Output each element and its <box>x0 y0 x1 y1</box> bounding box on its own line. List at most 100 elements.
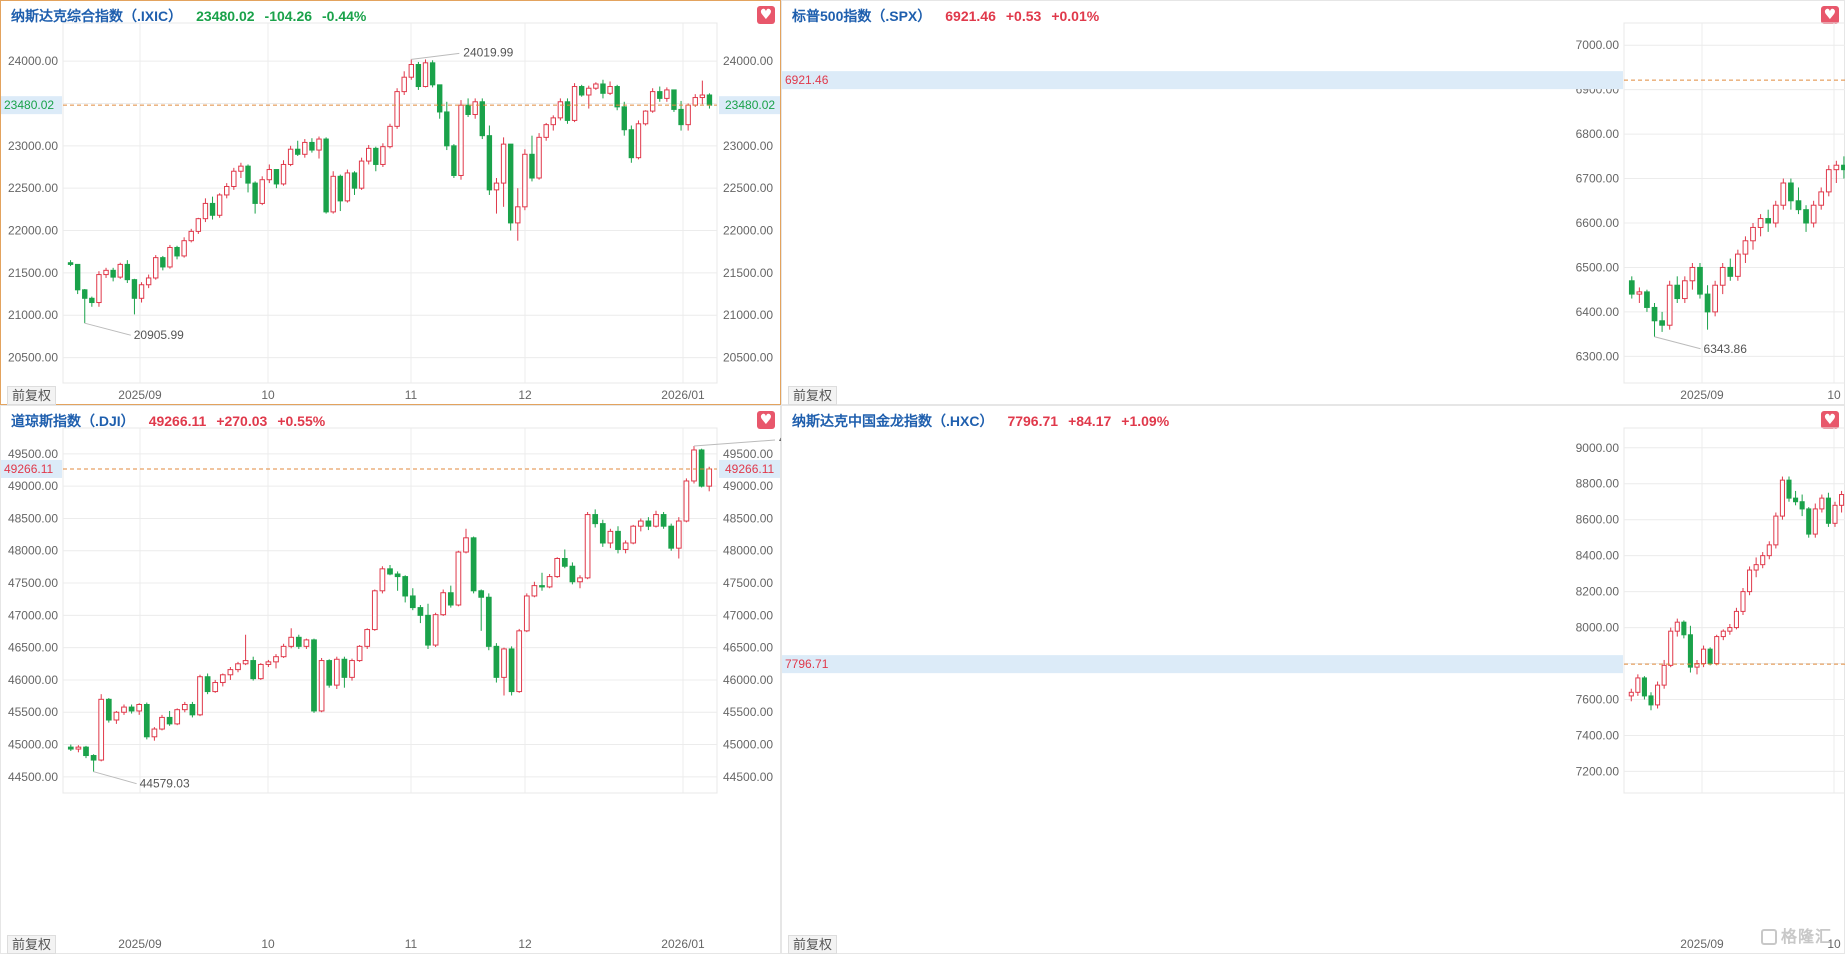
candle-body <box>356 645 363 662</box>
candle-body <box>1819 497 1825 510</box>
y-tick-label-right: 21000.00 <box>723 308 773 322</box>
candle-body <box>136 703 143 712</box>
candle-body <box>280 163 287 185</box>
y-tick-label-left: 8600.00 <box>1576 513 1620 527</box>
adjustment-button[interactable]: 前复权 <box>788 935 838 954</box>
index-price: 23480.02 <box>196 8 255 24</box>
y-tick-label-left: 44500.00 <box>8 770 58 784</box>
candle-body <box>1765 218 1772 224</box>
candle-body <box>1704 293 1711 313</box>
y-tick-label-left: 7600.00 <box>1576 693 1620 707</box>
candle-body <box>564 101 571 121</box>
candle-body <box>295 148 301 155</box>
y-tick-label-left: 23000.00 <box>8 139 58 153</box>
high-annotation-leader <box>693 439 776 447</box>
candlestick-chart[interactable]: 9000.009000.008800.008800.008600.008600.… <box>782 406 1845 955</box>
adjustment-button[interactable]: 前复权 <box>7 935 57 954</box>
candle-body <box>584 514 591 579</box>
candle-body <box>630 525 637 544</box>
y-tick-label-left: 8200.00 <box>1576 585 1620 599</box>
y-tick-label-left: 24000.00 <box>8 54 58 68</box>
y-tick-label-left: 6700.00 <box>1576 172 1620 186</box>
candle-body <box>422 62 429 88</box>
candle-body <box>227 669 234 676</box>
y-tick-label-right: 49500.00 <box>723 447 773 461</box>
index-name: 纳斯达克中国金龙指数（.HXC） <box>792 413 994 429</box>
candle-body <box>1825 169 1832 193</box>
y-tick-label-left: 20500.00 <box>8 351 58 365</box>
favorite-heart-icon[interactable] <box>1821 6 1839 24</box>
candle-body <box>458 104 464 176</box>
candle-body <box>113 711 120 721</box>
candle-body <box>181 240 187 257</box>
candle-body <box>645 520 652 527</box>
candle-body <box>522 153 528 208</box>
candle-body <box>546 576 553 588</box>
favorite-heart-icon[interactable] <box>1821 411 1839 429</box>
candle-body <box>1753 564 1759 571</box>
x-tick-label: 2026/01 <box>661 388 705 402</box>
candle-body <box>523 595 530 632</box>
candle-body <box>105 698 112 721</box>
y-tick-label-left: 6800.00 <box>1576 127 1620 141</box>
y-tick-label-left: 6600.00 <box>1576 216 1620 230</box>
candle-body <box>637 520 644 527</box>
candle-body <box>529 153 535 179</box>
candle-body <box>1810 204 1817 224</box>
adjustment-button[interactable]: 前复权 <box>788 386 838 405</box>
candle-body <box>571 86 578 121</box>
candle-body <box>554 557 561 578</box>
candle-body <box>1773 515 1779 546</box>
candle-body <box>1779 479 1785 517</box>
watermark-logo: 格隆汇 <box>1760 923 1832 947</box>
candle-body <box>1841 164 1845 171</box>
candle-body <box>189 703 196 716</box>
candle-body <box>1733 610 1739 629</box>
candle-body <box>675 520 682 549</box>
index-name: 纳斯达克综合指数（.IXIC） <box>11 8 183 24</box>
candle-body <box>425 614 431 646</box>
candle-body <box>536 136 542 179</box>
candle-body <box>628 129 635 159</box>
x-tick-label: 11 <box>405 937 418 951</box>
candle-body <box>635 123 642 159</box>
candle-body <box>1818 191 1825 206</box>
current-price-label-left: 23480.02 <box>4 98 54 112</box>
candle-body <box>333 658 340 686</box>
index-change-percent: +1.09% <box>1121 413 1170 429</box>
plot-frame <box>62 22 718 384</box>
candle-body <box>174 709 181 725</box>
candle-body <box>447 592 454 606</box>
high-annotation-label: 24019.99 <box>463 45 513 59</box>
y-tick-label-right: 22000.00 <box>723 224 773 238</box>
favorite-heart-icon[interactable] <box>757 411 775 429</box>
candle-body <box>408 64 414 78</box>
candle-body <box>550 117 556 126</box>
candle-body <box>1760 555 1766 566</box>
candle-body <box>432 614 439 646</box>
y-tick-label-left: 45500.00 <box>8 705 58 719</box>
favorite-heart-icon[interactable] <box>757 6 775 24</box>
candle-body <box>698 449 705 487</box>
candle-body <box>1793 497 1799 503</box>
candlestick-chart[interactable]: 7000.007000.006900.006900.006800.006800.… <box>782 1 1845 406</box>
candle-body <box>692 97 698 106</box>
candle-body <box>143 703 150 738</box>
adjustment-button[interactable]: 前复权 <box>7 386 57 405</box>
candlestick-chart[interactable]: 49500.00 49500.00 49000.00 49000.00 48500.00… <box>1 406 782 955</box>
candle-body <box>166 716 173 725</box>
index-name: 标普500指数（.SPX） <box>792 8 932 24</box>
candle-body <box>607 86 613 94</box>
candle-body <box>110 269 116 278</box>
candle-body <box>479 101 485 137</box>
y-tick-label-right: 20500.00 <box>723 351 773 365</box>
candle-body <box>265 661 272 665</box>
candle-body <box>103 269 109 276</box>
candle-body <box>706 94 713 106</box>
candle-body <box>1740 591 1746 612</box>
candle-body <box>145 277 152 286</box>
candle-body <box>691 449 697 482</box>
candle-body <box>501 648 507 678</box>
candlestick-chart[interactable]: 24000.0024000.0023500.0023500.0023000.00… <box>1 1 782 406</box>
current-price-tag-right <box>719 96 780 115</box>
